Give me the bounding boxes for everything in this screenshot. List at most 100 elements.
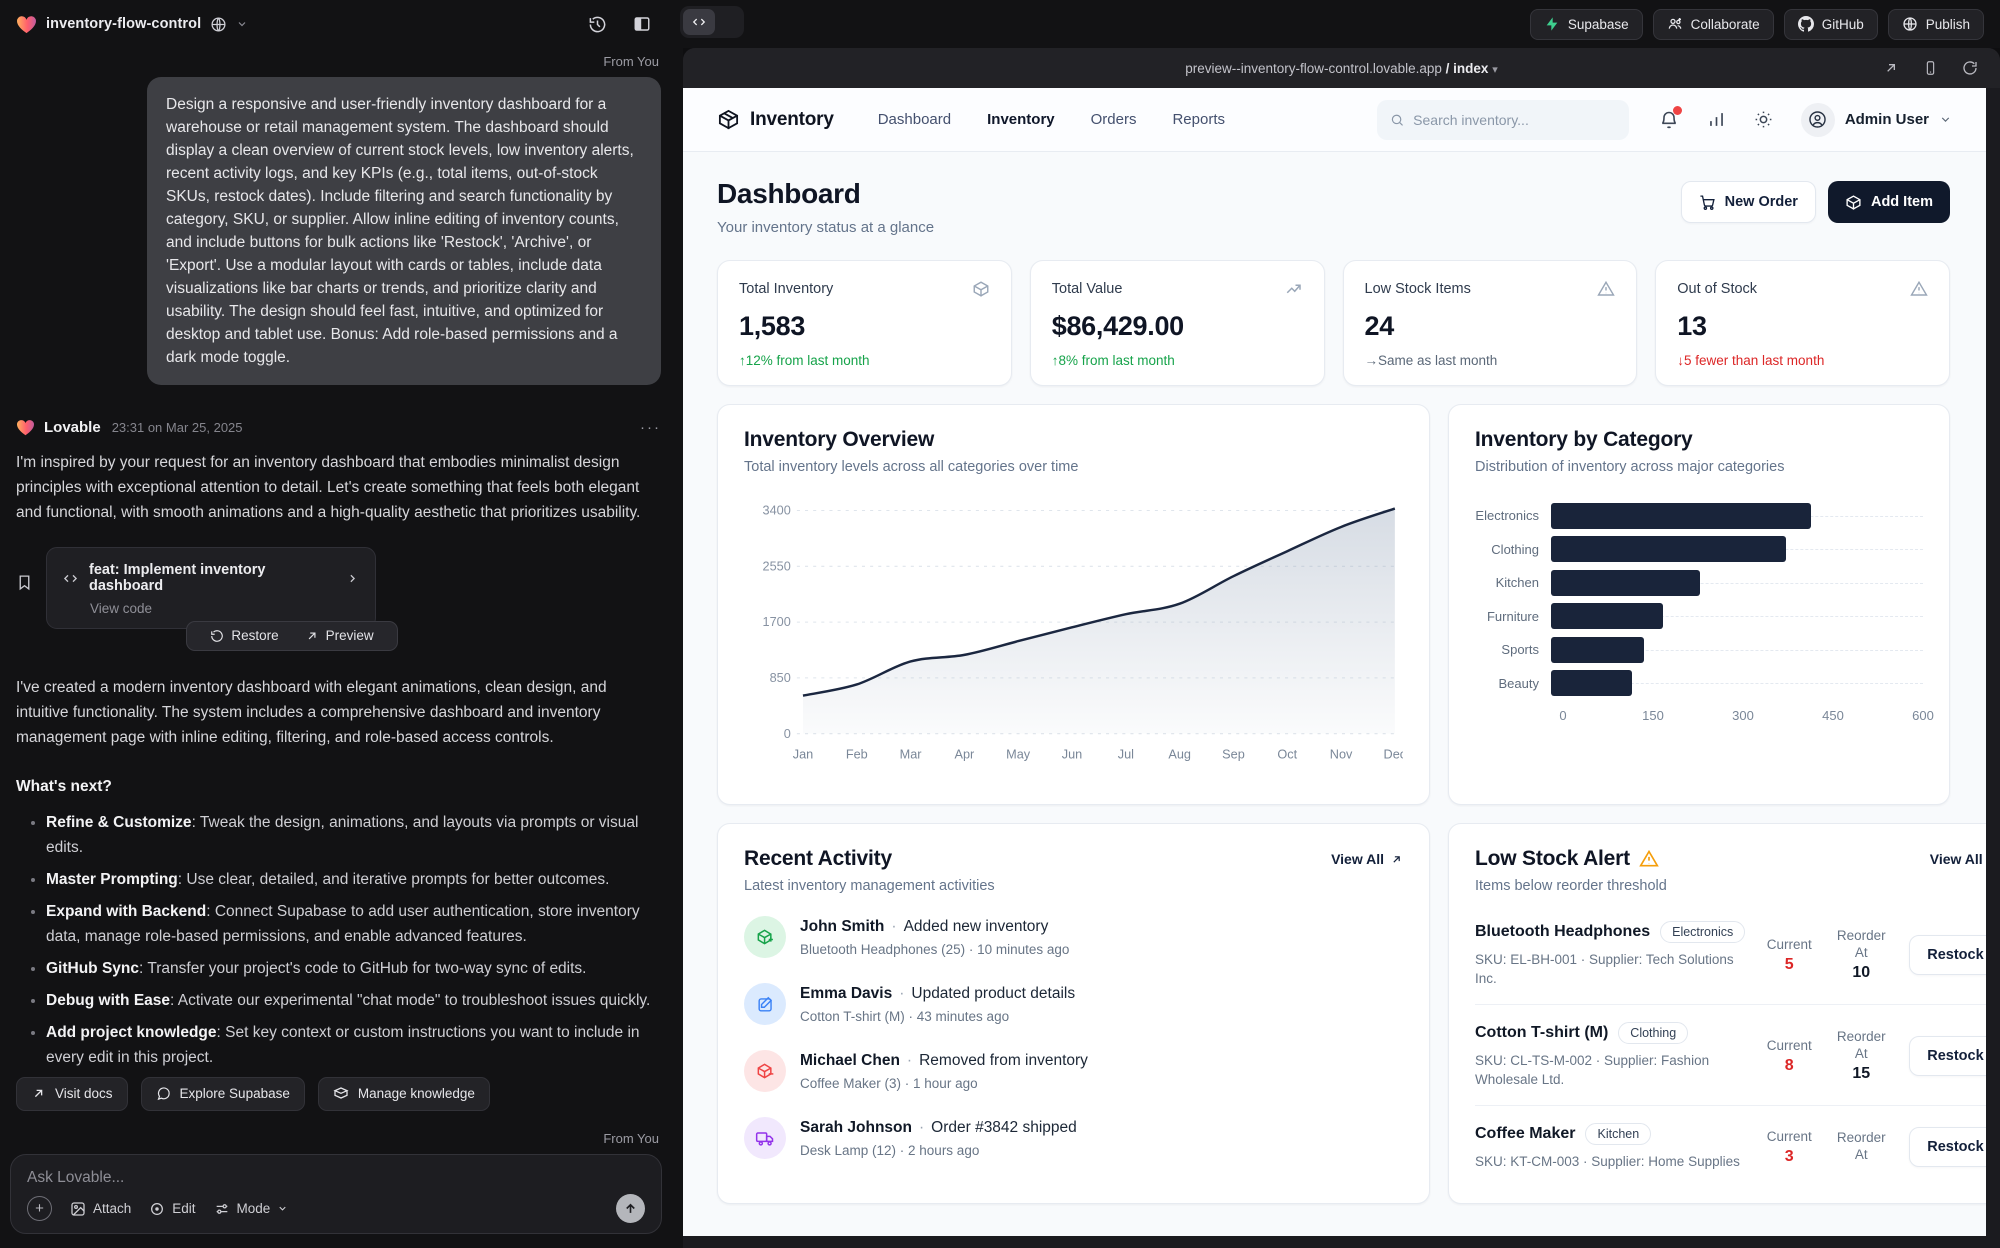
kpi-value: $86,429.00 <box>1051 311 1184 341</box>
user-name: Admin User <box>1844 111 1929 128</box>
search-input[interactable] <box>1413 111 1616 128</box>
app-brand[interactable]: Inventory <box>717 108 834 131</box>
chart-title: Inventory by Category <box>1475 428 1693 451</box>
open-external-icon[interactable] <box>1883 60 1899 76</box>
restock-button[interactable]: Restock <box>1909 1035 1986 1076</box>
arrow-up-icon <box>626 1203 635 1213</box>
attach-button[interactable]: Attach <box>70 1201 131 1217</box>
bar-axis: 0 150 300 450 600 <box>1559 708 1933 730</box>
history-icon[interactable] <box>588 15 607 34</box>
collaborate-button[interactable]: Collaborate <box>1652 8 1774 40</box>
whats-next-item: Master Prompting: Use clear, detailed, a… <box>46 867 661 892</box>
reorder-label: Reorder At <box>1836 928 1886 960</box>
nav-link-orders[interactable]: Orders <box>1090 111 1137 128</box>
svg-text:Mar: Mar <box>900 746 923 761</box>
restock-button[interactable]: Restock <box>1909 1127 1986 1167</box>
notifications-button[interactable] <box>1659 105 1682 130</box>
view-all-link[interactable]: View All <box>1930 851 1986 867</box>
view-all-link[interactable]: View All <box>1331 851 1403 867</box>
visit-docs-button[interactable]: Visit docs <box>16 1076 128 1111</box>
package-icon <box>1846 194 1861 210</box>
bar-category-label: Clothing <box>1491 541 1539 557</box>
preview-url[interactable]: preview--inventory-flow-control.lovable.… <box>1185 60 1498 76</box>
view-code-link[interactable]: View code <box>90 601 153 616</box>
inventory-overview-card: Inventory Overview Total inventory level… <box>717 404 1430 805</box>
supabase-button[interactable]: Supabase <box>1529 8 1643 40</box>
activity-user: Emma Davis <box>800 985 893 1002</box>
app-search[interactable] <box>1376 99 1629 140</box>
bar-row: Beauty <box>1475 667 1923 701</box>
bookmark-icon[interactable] <box>16 573 33 597</box>
bar-category-label: Electronics <box>1475 508 1539 524</box>
github-button[interactable]: GitHub <box>1783 8 1878 40</box>
external-link-icon <box>1393 855 1400 863</box>
assistant-name: Lovable <box>44 419 101 436</box>
svg-text:Apr: Apr <box>954 746 975 761</box>
current-value: 3 <box>1784 1148 1794 1165</box>
current-value: 8 <box>1784 1056 1794 1074</box>
bar-track <box>1551 603 1923 630</box>
commit-title: feat: Implement inventory dashboard <box>89 562 266 594</box>
mobile-view-icon[interactable] <box>1923 60 1938 76</box>
edit-button[interactable]: Edit <box>149 1201 196 1217</box>
package-icon <box>972 280 990 298</box>
chat-input[interactable] <box>27 1168 645 1187</box>
nav-link-dashboard[interactable]: Dashboard <box>877 111 952 128</box>
trending-up-icon <box>1285 280 1303 298</box>
reorder-value: 10 <box>1852 964 1871 981</box>
chevron-down-icon: ▾ <box>1492 63 1498 76</box>
commit-card[interactable]: feat: Implement inventory dashboard View… <box>46 547 376 629</box>
project-name: inventory-flow-control <box>46 16 202 32</box>
theme-toggle-button[interactable] <box>1754 110 1773 129</box>
page-title: Dashboard <box>717 178 861 209</box>
preview-button[interactable]: Preview <box>295 628 384 643</box>
restore-button[interactable]: Restore <box>200 628 288 643</box>
chat-toolbar <box>588 0 651 48</box>
sidebar-panel-icon[interactable] <box>633 15 651 33</box>
item-sku: SKU: EL-BH-001 · Supplier: Tech Solution… <box>1475 952 1734 986</box>
svg-text:1700: 1700 <box>763 614 791 629</box>
send-button[interactable] <box>616 1194 645 1223</box>
current-label: Current <box>1766 1129 1812 1144</box>
avatar <box>1800 102 1835 137</box>
restock-button[interactable]: Restock <box>1909 934 1986 975</box>
publish-button[interactable]: Publish <box>1887 8 1984 40</box>
button-label: Explore Supabase <box>179 1086 290 1102</box>
kpi-title: Total Value <box>1051 281 1123 297</box>
svg-text:850: 850 <box>770 670 791 685</box>
section-subtitle: Items below reorder threshold <box>1475 878 1667 894</box>
kpi-value: 1,583 <box>739 311 806 341</box>
new-order-button[interactable]: New Order <box>1680 181 1816 223</box>
target-icon <box>151 1202 164 1215</box>
message-menu-icon[interactable]: ··· <box>640 419 661 436</box>
mode-selector[interactable]: Mode <box>214 1201 289 1217</box>
explore-supabase-button[interactable]: Explore Supabase <box>140 1076 305 1111</box>
activity-item: Emma Davis · Updated product details Cotton… <box>744 983 1403 1025</box>
button-label: Publish <box>1925 16 1970 32</box>
bar-track <box>1551 502 1923 529</box>
chevron-down-icon <box>236 18 248 30</box>
bar-track <box>1551 670 1923 697</box>
refresh-icon[interactable] <box>1962 60 1978 76</box>
analytics-button[interactable] <box>1707 110 1726 129</box>
svg-text:Oct: Oct <box>1277 746 1297 761</box>
add-button[interactable]: + <box>27 1196 52 1221</box>
manage-knowledge-button[interactable]: Manage knowledge <box>317 1076 490 1111</box>
add-item-button[interactable]: Add Item <box>1827 181 1950 223</box>
alert-triangle-icon <box>1910 280 1928 298</box>
nav-link-inventory[interactable]: Inventory <box>987 111 1055 128</box>
nav-link-reports[interactable]: Reports <box>1172 111 1225 128</box>
svg-text:May: May <box>1006 746 1031 761</box>
project-menu[interactable]: inventory-flow-control <box>0 15 248 34</box>
bar-track <box>1551 636 1923 663</box>
gridline <box>1551 582 1923 584</box>
whats-next-list: Refine & Customize: Tweak the design, an… <box>16 810 661 1077</box>
code-icon <box>683 9 715 35</box>
button-label: Collaborate <box>1690 16 1760 32</box>
kpi-header: Low Stock Items <box>1365 280 1616 298</box>
activity-item: Sarah Johnson · Order #3842 shipped Desk La… <box>744 1117 1403 1159</box>
kpi-delta: ↑12% from last month <box>739 353 870 368</box>
user-menu[interactable]: Admin User <box>1800 102 1952 137</box>
publish-icon <box>1902 16 1918 32</box>
code-view-toggle[interactable] <box>680 6 744 38</box>
